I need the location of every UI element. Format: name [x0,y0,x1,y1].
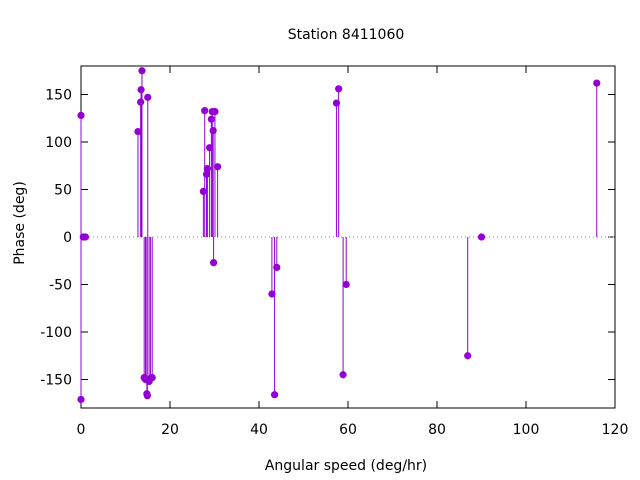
data-point [464,352,472,360]
data-point [335,85,343,93]
x-tick-label: 100 [513,422,540,438]
data-point [342,280,350,289]
y-tick-label: 100 [45,135,72,151]
data-marks [77,67,601,404]
y-tick-label: 150 [45,88,72,104]
y-tick-label: 0 [63,230,72,246]
data-point [202,170,211,178]
x-tick-label: 40 [250,422,268,438]
x-tick-label: 60 [339,422,357,438]
y-tick-label: 50 [54,183,72,199]
data-point [477,233,486,241]
data-point [137,86,145,94]
data-point [199,187,207,195]
data-point [77,111,85,119]
data-point [209,127,217,135]
data-point [144,93,152,101]
y-tick-label: -50 [49,278,72,294]
x-tick-label: 120 [602,422,629,438]
data-point [134,127,142,136]
data-point [339,371,347,379]
data-point [143,392,151,400]
data-point [207,115,215,123]
y-tick-label: -150 [40,373,72,389]
y-tick-label: -100 [40,325,72,341]
data-point [593,79,601,87]
data-point [210,259,218,267]
data-point [211,108,219,116]
data-point [214,163,222,171]
data-point [138,67,146,75]
data-point [273,263,281,271]
data-point [148,374,156,382]
data-point [77,395,85,404]
data-point [81,233,90,241]
x-tick-label: 0 [77,422,86,438]
y-axis-label: Phase (deg) [12,181,28,265]
data-point [201,107,209,115]
axes: 0 20 40 60 80 100 120 -150 -100 -50 0 50 100 150 [40,65,629,438]
chart-title: Station 8411060 [288,27,405,43]
data-point [268,290,276,298]
x-axis-label: Angular speed (deg/hr) [265,458,427,474]
x-tick-label: 20 [161,422,179,438]
x-tick-label: 80 [428,422,446,438]
data-point [270,391,279,399]
